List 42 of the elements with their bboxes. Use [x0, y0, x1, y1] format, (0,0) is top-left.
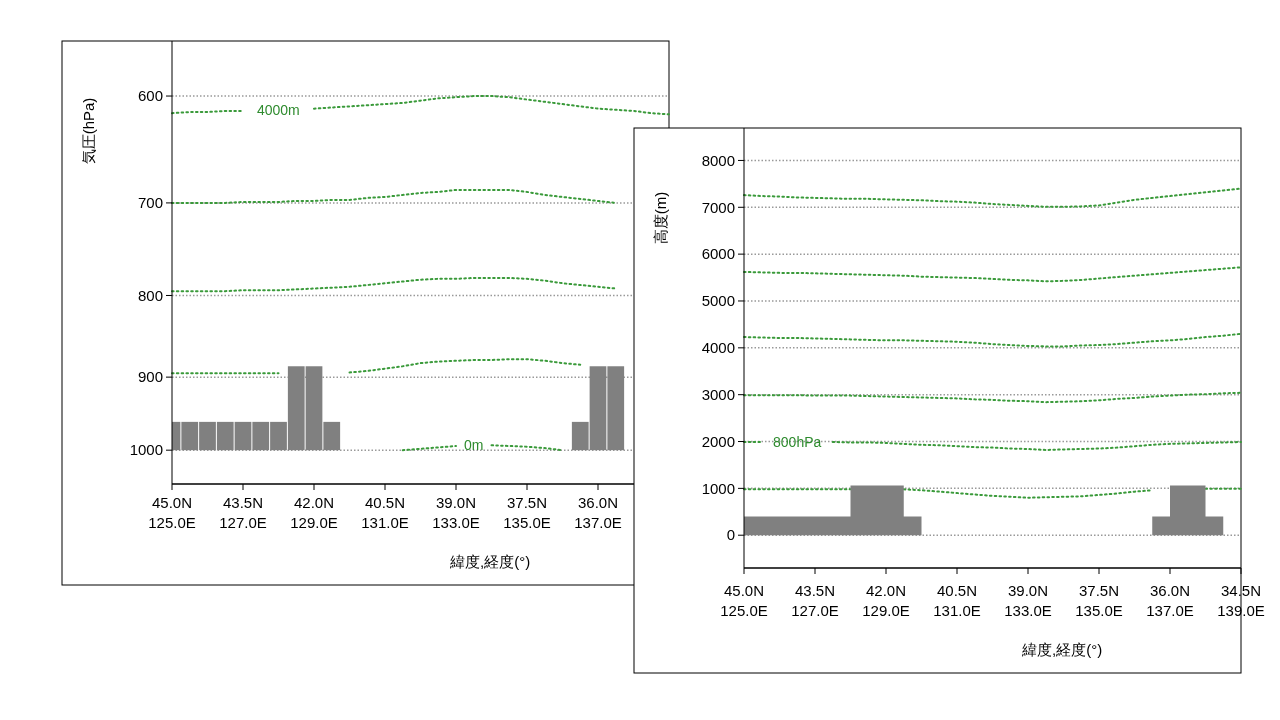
y-tick-label: 7000 [701, 198, 735, 216]
x-tick-label: 39.0N 133.0E [1004, 582, 1052, 619]
line-series [743, 332, 1242, 348]
x-tick-label: 42.0N 129.0E [862, 582, 910, 619]
line-series [743, 187, 1242, 208]
x-tick-label: 37.5N 135.0E [1075, 582, 1123, 619]
y-axis-title: 気圧(hPa) [80, 97, 97, 165]
x-tick-label: 40.5N 131.0E [933, 582, 981, 619]
x-tick-label: 45.0N 125.0E [720, 582, 768, 619]
y-tick-label: 1000 [129, 441, 163, 459]
line-series [171, 276, 617, 293]
y-tick-label: 900 [137, 368, 163, 386]
x-tick-label: 42.0N 129.0E [290, 494, 338, 531]
x-axis-title: 緯度,経度(°) [449, 553, 531, 570]
y-tick-label: 2000 [701, 432, 735, 450]
x-tick-label: 40.5N 131.0E [361, 494, 409, 531]
y-tick-label: 800 [137, 286, 163, 304]
x-tick-label: 34.5N 139.0E [1217, 582, 1265, 619]
y-tick-label: 6000 [701, 245, 735, 263]
y-tick-label: 0 [726, 526, 735, 544]
x-tick-label: 45.0N 125.0E [148, 494, 196, 531]
x-tick-label: 36.0N 137.0E [1146, 582, 1194, 619]
x-tick-label: 43.5N 127.0E [791, 582, 839, 619]
line-series [743, 391, 1242, 404]
line-series [171, 188, 617, 204]
y-tick-label: 700 [137, 194, 163, 212]
y-tick-label: 8000 [701, 151, 735, 169]
x-tick-label: 43.5N 127.0E [219, 494, 267, 531]
y-tick-label: 1000 [701, 479, 735, 497]
y-tick-label: 600 [137, 87, 163, 105]
y-axis-title: 高度(m) [652, 191, 669, 245]
y-tick-label: 4000 [701, 339, 735, 357]
y-tick-label: 5000 [701, 292, 735, 310]
x-tick-label: 39.0N 133.0E [432, 494, 480, 531]
y-tick-label: 3000 [701, 385, 735, 403]
annotation: 0m [463, 437, 484, 453]
annotation: 4000m [256, 101, 300, 118]
x-tick-label: 36.0N 137.0E [574, 494, 622, 531]
annotation: 800hPa [773, 434, 822, 451]
line-series [743, 266, 1242, 283]
x-tick-label: 37.5N 135.0E [503, 494, 551, 531]
x-axis-title: 緯度,経度(°) [1021, 641, 1103, 658]
